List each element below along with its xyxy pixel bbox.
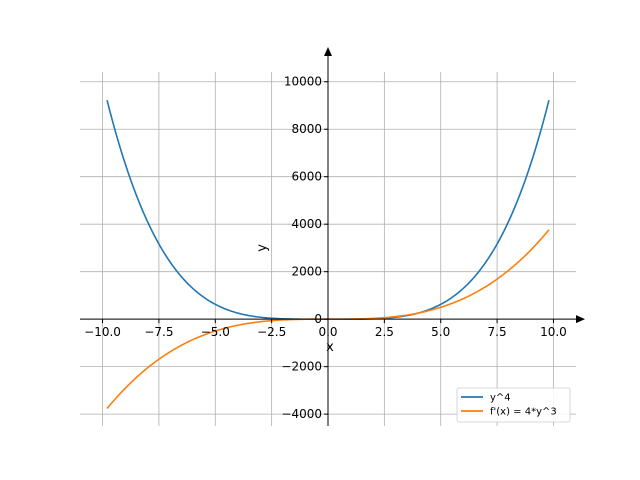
- x-tick-label: −10.0: [84, 325, 121, 339]
- x-axis-arrow: [576, 315, 585, 324]
- y-tick-label: 2000: [291, 265, 322, 279]
- x-tick-label: 0.0: [318, 325, 337, 339]
- x-tick-label: 5.0: [431, 325, 450, 339]
- y-tick-label: 10000: [284, 75, 322, 89]
- legend: y^4 f'(x) = 4*y^3: [456, 387, 571, 423]
- legend-label-2: f'(x) = 4*y^3: [490, 407, 557, 418]
- y-axis-label: y: [255, 244, 270, 252]
- ticks: −10.0 −7.5 −5.0 −2.5 0.0 2.5 5.0 7.5 10.0 −4000 −2…: [84, 75, 567, 421]
- y-axis-arrow: [324, 47, 332, 56]
- y-tick-label: 0: [314, 312, 322, 326]
- x-axis-label: x: [326, 340, 334, 355]
- x-tick-label: 7.5: [488, 325, 507, 339]
- legend-box: [456, 387, 571, 423]
- x-tick-label: −5.0: [201, 325, 230, 339]
- x-tick-label: 10.0: [540, 325, 567, 339]
- y-tick-label: −2000: [281, 360, 322, 374]
- y-tick-label: 6000: [291, 170, 322, 184]
- x-tick-label: 2.5: [375, 325, 394, 339]
- y-tick-label: 8000: [291, 122, 322, 136]
- x-tick-label: −7.5: [144, 325, 173, 339]
- y-tick-label: −4000: [281, 407, 322, 421]
- axes: [80, 47, 585, 426]
- legend-label-1: y^4: [490, 393, 511, 404]
- x-tick-label: −2.5: [257, 325, 286, 339]
- y-tick-label: 4000: [291, 217, 322, 231]
